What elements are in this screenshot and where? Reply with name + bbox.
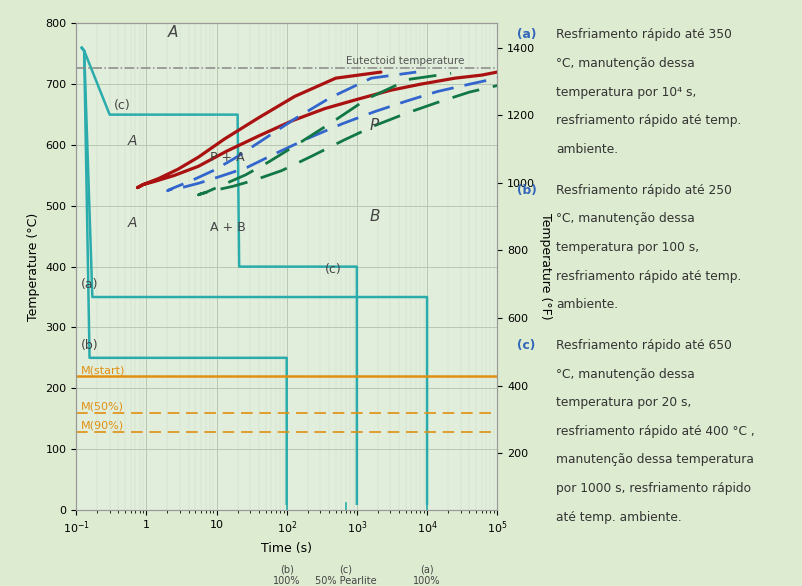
- Text: resfriamento rápido até temp.: resfriamento rápido até temp.: [557, 270, 742, 282]
- Text: M(start): M(start): [80, 365, 125, 375]
- Text: (b): (b): [80, 339, 98, 352]
- Text: B: B: [369, 209, 380, 224]
- Text: manutenção dessa temperatura: manutenção dessa temperatura: [557, 454, 754, 466]
- Text: até temp. ambiente.: até temp. ambiente.: [557, 511, 683, 524]
- Y-axis label: Temperature (°F): Temperature (°F): [539, 213, 552, 320]
- Text: resfriamento rápido até 400 °C ,: resfriamento rápido até 400 °C ,: [557, 425, 755, 438]
- Text: (b): (b): [517, 183, 537, 196]
- Text: Eutectoid temperature: Eutectoid temperature: [346, 56, 464, 66]
- Text: P: P: [369, 118, 379, 133]
- Text: °C, manutenção dessa: °C, manutenção dessa: [557, 212, 695, 225]
- Text: Resfriamento rápido até 350: Resfriamento rápido até 350: [557, 28, 732, 41]
- Text: ambiente.: ambiente.: [557, 143, 618, 156]
- Text: (c): (c): [517, 339, 536, 352]
- Text: °C, manutenção dessa: °C, manutenção dessa: [557, 57, 695, 70]
- Text: °C, manutenção dessa: °C, manutenção dessa: [557, 367, 695, 380]
- Text: (a)
100%
Bainite: (a) 100% Bainite: [410, 564, 444, 586]
- Text: ambiente.: ambiente.: [557, 298, 618, 311]
- Text: por 1000 s, resfriamento rápido: por 1000 s, resfriamento rápido: [557, 482, 751, 495]
- Text: (c)
50% Pearlite
50% Bainite: (c) 50% Pearlite 50% Bainite: [315, 564, 377, 586]
- Y-axis label: Temperature (°C): Temperature (°C): [26, 213, 40, 321]
- Text: M(50%): M(50%): [80, 401, 124, 411]
- Text: temperatura por 10⁴ s,: temperatura por 10⁴ s,: [557, 86, 697, 98]
- Text: A + B: A + B: [210, 222, 245, 234]
- Text: A: A: [168, 25, 178, 40]
- Text: Resfriamento rápido até 250: Resfriamento rápido até 250: [557, 183, 732, 196]
- X-axis label: Time (s): Time (s): [261, 541, 312, 555]
- Text: (a): (a): [80, 278, 98, 291]
- Text: (c): (c): [115, 98, 131, 111]
- Text: P + A: P + A: [210, 151, 245, 165]
- Text: A: A: [128, 134, 138, 148]
- Text: (b)
100%
Martensite: (b) 100% Martensite: [261, 564, 313, 586]
- Text: Resfriamento rápido até 650: Resfriamento rápido até 650: [557, 339, 732, 352]
- Text: temperatura por 20 s,: temperatura por 20 s,: [557, 396, 692, 409]
- Text: (a): (a): [517, 28, 537, 41]
- Text: temperatura por 100 s,: temperatura por 100 s,: [557, 241, 699, 254]
- Text: M(90%): M(90%): [80, 421, 124, 431]
- Text: (c): (c): [325, 263, 342, 275]
- Text: resfriamento rápido até temp.: resfriamento rápido até temp.: [557, 114, 742, 127]
- Text: A: A: [128, 216, 138, 230]
